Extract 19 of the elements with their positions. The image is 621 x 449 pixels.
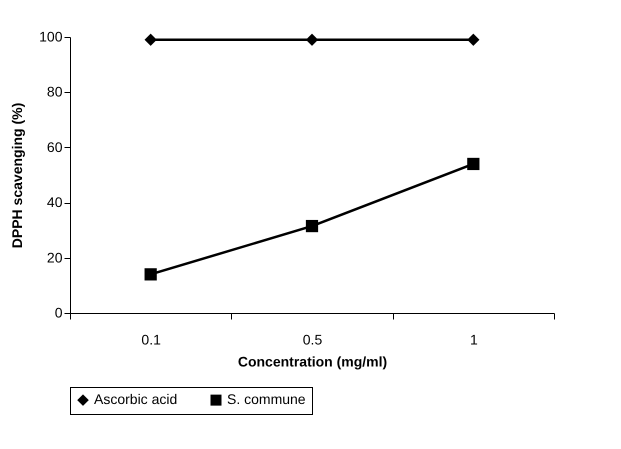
x-axis-title: Concentration (mg/ml) bbox=[238, 354, 388, 370]
point bbox=[144, 268, 157, 280]
legend-label: S. commune bbox=[227, 391, 306, 408]
x-tick-label: 1 bbox=[470, 332, 478, 348]
y-axis-title: DPPH scavenging (%) bbox=[9, 102, 26, 248]
y-tick-label: 100 bbox=[39, 28, 63, 44]
y-tick-label: 20 bbox=[46, 249, 63, 266]
x-tick-label: 0.1 bbox=[141, 332, 162, 348]
y-tick-label: 60 bbox=[46, 138, 63, 155]
x-tick-label: 0.5 bbox=[302, 332, 322, 348]
point bbox=[144, 34, 157, 46]
point bbox=[306, 220, 318, 232]
y-tick-label: 40 bbox=[46, 194, 63, 210]
y-tick-label: 80 bbox=[46, 84, 63, 100]
y-tick-label: 0 bbox=[54, 304, 63, 320]
point bbox=[467, 34, 480, 46]
point bbox=[467, 158, 480, 170]
point bbox=[306, 34, 318, 46]
legend-label: Ascorbic acid bbox=[94, 391, 178, 408]
